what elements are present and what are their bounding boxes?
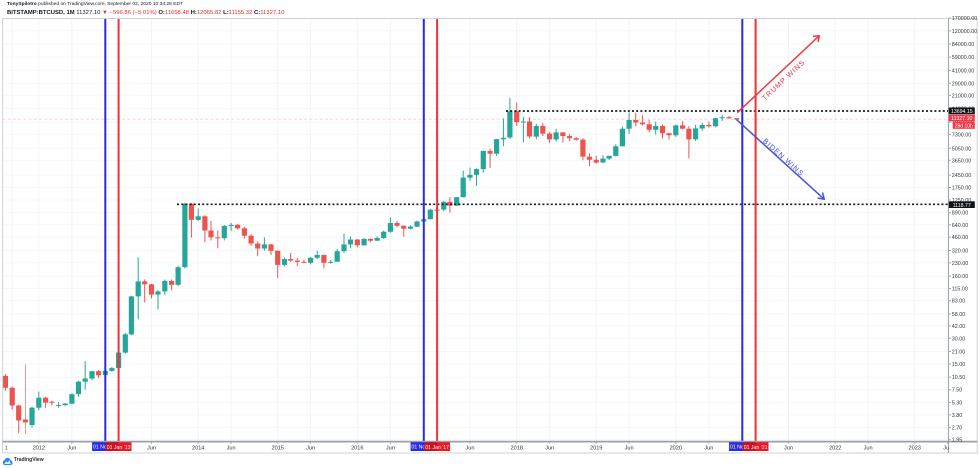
svg-text:01 Nov '16: 01 Nov '16 bbox=[411, 445, 436, 451]
svg-text:640.00: 640.00 bbox=[952, 223, 969, 229]
svg-text:11327.10: 11327.10 bbox=[951, 116, 972, 122]
svg-text:2020: 2020 bbox=[670, 446, 682, 452]
svg-text:01 Jan '21: 01 Jan '21 bbox=[744, 445, 768, 451]
svg-text:320.00: 320.00 bbox=[952, 249, 969, 255]
svg-text:21.00: 21.00 bbox=[952, 350, 966, 356]
svg-text:01 Jan '13: 01 Jan '13 bbox=[107, 445, 131, 451]
svg-text:Jun: Jun bbox=[545, 446, 554, 452]
svg-text:13694.15: 13694.15 bbox=[951, 109, 973, 115]
svg-text:1: 1 bbox=[5, 445, 8, 451]
svg-text:2018: 2018 bbox=[510, 446, 522, 452]
svg-text:2019: 2019 bbox=[590, 446, 602, 452]
svg-text:Jun: Jun bbox=[864, 446, 873, 452]
svg-text:01 Jan '17: 01 Jan '17 bbox=[425, 445, 449, 451]
svg-text:5050.00: 5050.00 bbox=[952, 146, 972, 152]
svg-text:2023: 2023 bbox=[908, 446, 920, 452]
svg-text:42.00: 42.00 bbox=[952, 324, 966, 330]
svg-text:10.50: 10.50 bbox=[952, 375, 966, 381]
svg-text:01 Nov '12: 01 Nov '12 bbox=[93, 445, 118, 451]
svg-text:1750.00: 1750.00 bbox=[952, 186, 972, 192]
svg-text:83.00: 83.00 bbox=[952, 299, 966, 305]
svg-text:Jun: Jun bbox=[465, 446, 474, 452]
svg-text:30.00: 30.00 bbox=[952, 336, 966, 342]
svg-text:BIDEN WINS: BIDEN WINS bbox=[761, 136, 806, 178]
svg-text:3650.00: 3650.00 bbox=[952, 158, 972, 164]
svg-text:160.00: 160.00 bbox=[952, 274, 969, 280]
svg-text:01 Nov '20: 01 Nov '20 bbox=[730, 445, 755, 451]
svg-text:Jun: Jun bbox=[306, 446, 315, 452]
svg-text:2016: 2016 bbox=[351, 446, 363, 452]
svg-text:59000.00: 59000.00 bbox=[952, 55, 974, 61]
svg-text:Jun: Jun bbox=[625, 446, 634, 452]
svg-text:170000.00: 170000.00 bbox=[952, 16, 977, 22]
svg-text:7.50: 7.50 bbox=[952, 388, 963, 394]
svg-text:2450.00: 2450.00 bbox=[952, 173, 972, 179]
svg-text:Jun: Jun bbox=[704, 446, 713, 452]
svg-text:2012: 2012 bbox=[33, 446, 45, 452]
svg-text:21000.00: 21000.00 bbox=[952, 93, 974, 99]
svg-text:7300.00: 7300.00 bbox=[952, 133, 972, 139]
svg-text:460.00: 460.00 bbox=[952, 235, 969, 241]
svg-text:Jun: Jun bbox=[67, 446, 76, 452]
svg-text:5.30: 5.30 bbox=[952, 401, 963, 407]
svg-text:890.00: 890.00 bbox=[952, 211, 969, 217]
svg-text:Jun: Jun bbox=[386, 446, 395, 452]
svg-text:120000.00: 120000.00 bbox=[952, 29, 977, 35]
svg-text:2022: 2022 bbox=[829, 446, 841, 452]
svg-text:230.00: 230.00 bbox=[952, 261, 969, 267]
svg-text:115.00: 115.00 bbox=[952, 287, 968, 293]
svg-text:2.70: 2.70 bbox=[952, 426, 963, 432]
svg-text:1250.00: 1250.00 bbox=[952, 198, 972, 204]
svg-text:2015: 2015 bbox=[271, 446, 283, 452]
svg-text:84000.00: 84000.00 bbox=[952, 42, 974, 48]
svg-text:Jun: Jun bbox=[784, 446, 793, 452]
svg-text:15.00: 15.00 bbox=[952, 362, 966, 368]
svg-text:1.95: 1.95 bbox=[952, 438, 963, 444]
svg-text:41000.00: 41000.00 bbox=[952, 69, 974, 75]
svg-text:1118.77: 1118.77 bbox=[953, 203, 971, 209]
svg-text:Jun: Jun bbox=[943, 446, 952, 452]
svg-text:3.80: 3.80 bbox=[952, 413, 963, 419]
svg-text:28d 10h: 28d 10h bbox=[955, 123, 973, 129]
svg-text:58.00: 58.00 bbox=[952, 312, 966, 318]
svg-text:2014: 2014 bbox=[192, 446, 204, 452]
svg-text:29000.00: 29000.00 bbox=[952, 81, 974, 87]
svg-text:Jun: Jun bbox=[147, 446, 156, 452]
svg-text:Jun: Jun bbox=[227, 446, 236, 452]
